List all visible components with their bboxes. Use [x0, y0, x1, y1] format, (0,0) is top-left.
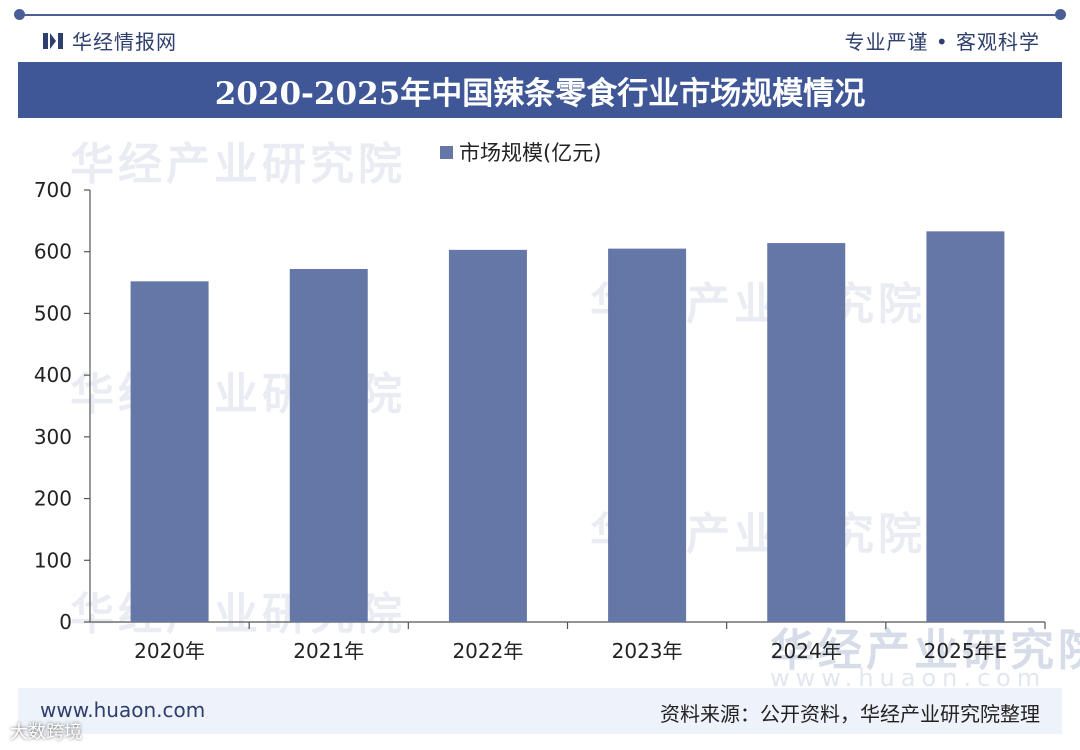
- brand: 华经情报网: [42, 26, 177, 55]
- x-tick-label: 2020年: [134, 639, 205, 663]
- legend-swatch: [440, 145, 453, 159]
- y-tick-label: 600: [34, 240, 72, 264]
- bar: [926, 231, 1005, 622]
- x-tick-label: 2023年: [612, 639, 683, 663]
- legend-label: 市场规模(亿元): [459, 141, 602, 165]
- y-tick-label: 200: [34, 487, 72, 511]
- footer-source: 资料来源：公开资料，华经产业研究院整理: [660, 702, 1040, 726]
- x-tick-label: 2025年E: [924, 639, 1008, 663]
- y-tick-label: 300: [34, 425, 72, 449]
- x-tick-label: 2024年: [771, 639, 842, 663]
- header-right-dot: [1055, 9, 1066, 20]
- brand-logo-icon: [43, 32, 63, 49]
- footer-website: www.huaon.com: [40, 698, 206, 722]
- bar: [289, 268, 368, 622]
- bar: [608, 248, 687, 622]
- watermark: 华经产业研究院: [70, 139, 406, 190]
- watermark-url: www.huaon.com: [770, 664, 1047, 692]
- header-left-dot: [14, 9, 25, 20]
- y-tick-label: 700: [34, 178, 72, 202]
- x-tick-label: 2021年: [293, 639, 364, 663]
- bar: [448, 249, 527, 622]
- legend: 市场规模(亿元): [440, 137, 601, 167]
- y-tick-label: 0: [59, 610, 72, 634]
- y-tick-label: 400: [34, 363, 72, 387]
- bar: [767, 243, 846, 622]
- header-rule: [20, 14, 1060, 16]
- bar-chart: 0 100 200 300 400 500 600 700 2020年 2021年 2022年 202…: [34, 178, 1046, 663]
- footer-band: [18, 688, 1062, 734]
- platform-watermark: 大数跨境: [10, 722, 82, 743]
- y-tick-label: 500: [34, 301, 72, 325]
- x-tick-label: 2022年: [452, 639, 523, 663]
- y-tick-label: 100: [34, 548, 72, 572]
- bar: [130, 281, 209, 622]
- brand-name: 华经情报网: [72, 30, 177, 54]
- slogan: 专业严谨 • 客观科学: [844, 30, 1040, 54]
- watermark: 华经产业研究院: [770, 625, 1080, 676]
- chart-title: 2020-2025年中国辣条零食行业市场规模情况: [18, 62, 1062, 118]
